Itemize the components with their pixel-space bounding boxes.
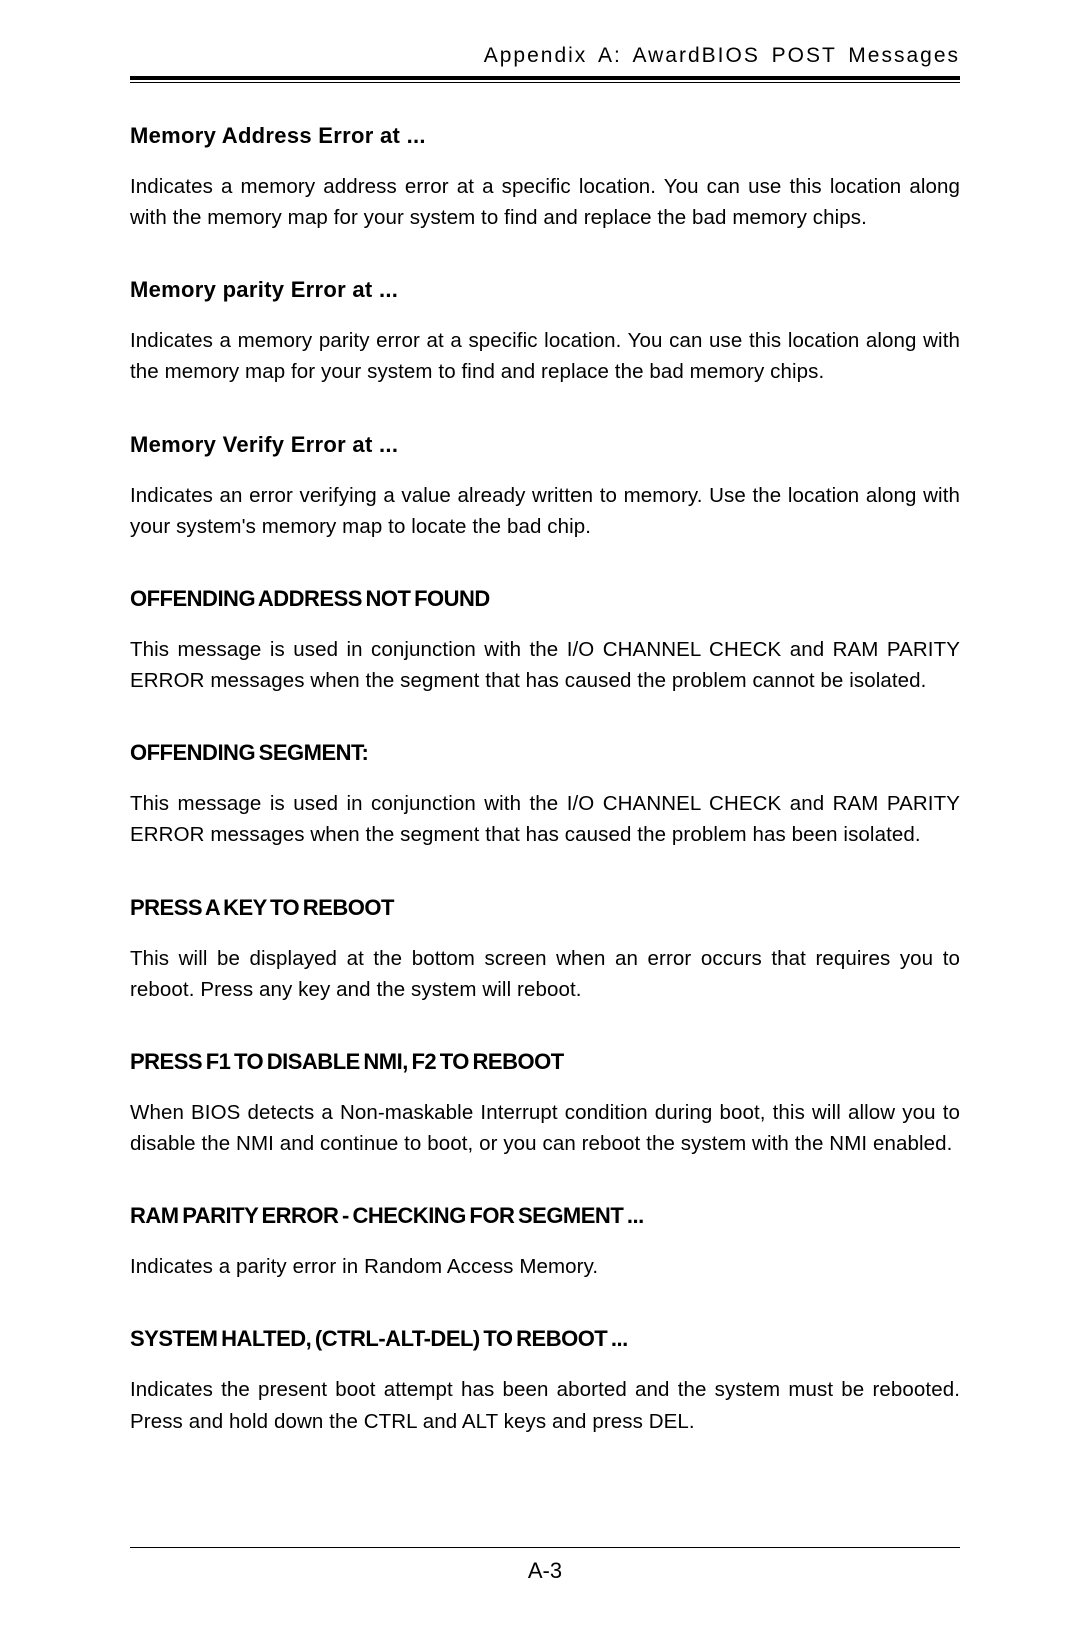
header-rule-thick [130, 76, 960, 80]
section-heading: RAM PARITY ERROR - CHECKING FOR SEGMENT … [130, 1203, 960, 1229]
section-body: When BIOS detects a Non-maskable Interru… [130, 1097, 960, 1159]
section-body: Indicates the present boot attempt has b… [130, 1374, 960, 1436]
section-body: Indicates a memory parity error at a spe… [130, 325, 960, 387]
section-heading: OFFENDING SEGMENT: [130, 740, 960, 766]
section-heading: PRESS A KEY TO REBOOT [130, 895, 960, 921]
section-body: This will be displayed at the bottom scr… [130, 943, 960, 1005]
section-offending-address-not-found: OFFENDING ADDRESS NOT FOUND This message… [130, 586, 960, 696]
section-heading: PRESS F1 TO DISABLE NMI, F2 TO REBOOT [130, 1049, 960, 1075]
section-heading: OFFENDING ADDRESS NOT FOUND [130, 586, 960, 612]
section-offending-segment: OFFENDING SEGMENT: This message is used … [130, 740, 960, 850]
section-body: Indicates an error verifying a value alr… [130, 480, 960, 542]
section-system-halted: SYSTEM HALTED, (CTRL-ALT-DEL) TO REBOOT … [130, 1326, 960, 1436]
footer-block: A-3 [130, 1547, 960, 1584]
section-memory-verify-error: Memory Verify Error at ... Indicates an … [130, 432, 960, 542]
section-heading: Memory parity Error at ... [130, 277, 960, 303]
section-memory-parity-error: Memory parity Error at ... Indicates a m… [130, 277, 960, 387]
footer-rule [130, 1547, 960, 1548]
section-ram-parity-error: RAM PARITY ERROR - CHECKING FOR SEGMENT … [130, 1203, 960, 1282]
running-header: Appendix A: AwardBIOS POST Messages [130, 44, 960, 68]
content-area: Memory Address Error at ... Indicates a … [130, 123, 960, 1437]
section-body: Indicates a memory address error at a sp… [130, 171, 960, 233]
section-body: This message is used in conjunction with… [130, 788, 960, 850]
document-page: Appendix A: AwardBIOS POST Messages Memo… [0, 0, 1080, 1648]
section-heading: Memory Address Error at ... [130, 123, 960, 149]
header-rule-thin [130, 82, 960, 83]
section-heading: SYSTEM HALTED, (CTRL-ALT-DEL) TO REBOOT … [130, 1326, 960, 1352]
section-heading: Memory Verify Error at ... [130, 432, 960, 458]
page-number: A-3 [130, 1558, 960, 1584]
section-memory-address-error: Memory Address Error at ... Indicates a … [130, 123, 960, 233]
section-body: Indicates a parity error in Random Acces… [130, 1251, 960, 1282]
section-body: This message is used in conjunction with… [130, 634, 960, 696]
section-press-key-to-reboot: PRESS A KEY TO REBOOT This will be displ… [130, 895, 960, 1005]
section-press-f1-disable-nmi: PRESS F1 TO DISABLE NMI, F2 TO REBOOT Wh… [130, 1049, 960, 1159]
